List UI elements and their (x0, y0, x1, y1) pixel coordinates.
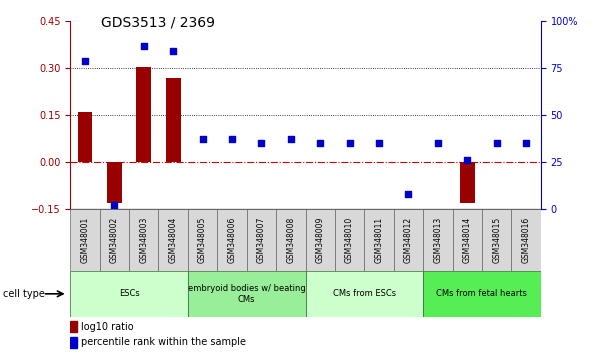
Bar (247, 209, 276, 271)
Text: GSM348007: GSM348007 (257, 217, 266, 263)
Text: CMs from ESCs: CMs from ESCs (333, 289, 396, 298)
Point (80, 58, 90, 63)
Point (139, 43, 148, 48)
Text: GSM348001: GSM348001 (81, 217, 89, 263)
Bar (166, 78, 180, 162)
Bar (188, 209, 218, 271)
Bar (70, 209, 100, 271)
Text: embryoid bodies w/ beating
CMs: embryoid bodies w/ beating CMs (188, 284, 306, 303)
Point (433, 141, 443, 146)
Point (521, 141, 531, 146)
Text: GSM348010: GSM348010 (345, 217, 354, 263)
Bar (335, 209, 364, 271)
Text: GSM348015: GSM348015 (492, 217, 501, 263)
Text: GSM348003: GSM348003 (139, 217, 148, 263)
Bar (306, 271, 423, 317)
Bar (511, 209, 541, 271)
Text: GDS3513 / 2369: GDS3513 / 2369 (101, 16, 215, 30)
Text: ESCs: ESCs (119, 289, 139, 298)
Bar (129, 209, 158, 271)
Bar (158, 209, 188, 271)
Bar (70, 271, 188, 317)
Text: GSM348009: GSM348009 (316, 217, 324, 263)
Bar (100, 209, 129, 271)
Bar (78, 112, 92, 162)
Bar (423, 271, 541, 317)
Text: GSM348011: GSM348011 (375, 217, 384, 263)
Point (168, 48, 178, 54)
Text: GSM348004: GSM348004 (169, 217, 178, 263)
Text: GSM348008: GSM348008 (287, 217, 295, 263)
Bar (218, 209, 247, 271)
Bar (460, 162, 475, 202)
Text: GSM348016: GSM348016 (522, 217, 530, 263)
Text: GSM348002: GSM348002 (110, 217, 119, 263)
Point (374, 141, 384, 146)
Bar (70, 337, 77, 348)
Bar (306, 209, 335, 271)
Bar (70, 321, 77, 332)
Text: GSM348006: GSM348006 (227, 217, 236, 263)
Point (492, 141, 502, 146)
Text: cell type: cell type (3, 289, 45, 299)
Point (286, 137, 296, 142)
Text: GSM348005: GSM348005 (198, 217, 207, 263)
Bar (423, 209, 453, 271)
Point (257, 141, 266, 146)
Text: GSM348012: GSM348012 (404, 217, 413, 263)
Bar (188, 271, 306, 317)
Bar (136, 67, 151, 162)
Bar (364, 209, 393, 271)
Text: GSM348014: GSM348014 (463, 217, 472, 263)
Bar (482, 209, 511, 271)
Point (227, 137, 237, 142)
Point (109, 202, 119, 208)
Text: log10 ratio: log10 ratio (81, 321, 133, 332)
Bar (276, 209, 306, 271)
Point (345, 141, 354, 146)
Text: GSM348013: GSM348013 (433, 217, 442, 263)
Bar (453, 209, 482, 271)
Point (315, 141, 325, 146)
Text: percentile rank within the sample: percentile rank within the sample (81, 337, 246, 347)
Point (463, 157, 472, 163)
Point (403, 191, 413, 197)
Bar (393, 209, 423, 271)
Point (198, 137, 208, 142)
Text: CMs from fetal hearts: CMs from fetal hearts (436, 289, 527, 298)
Bar (107, 162, 122, 202)
